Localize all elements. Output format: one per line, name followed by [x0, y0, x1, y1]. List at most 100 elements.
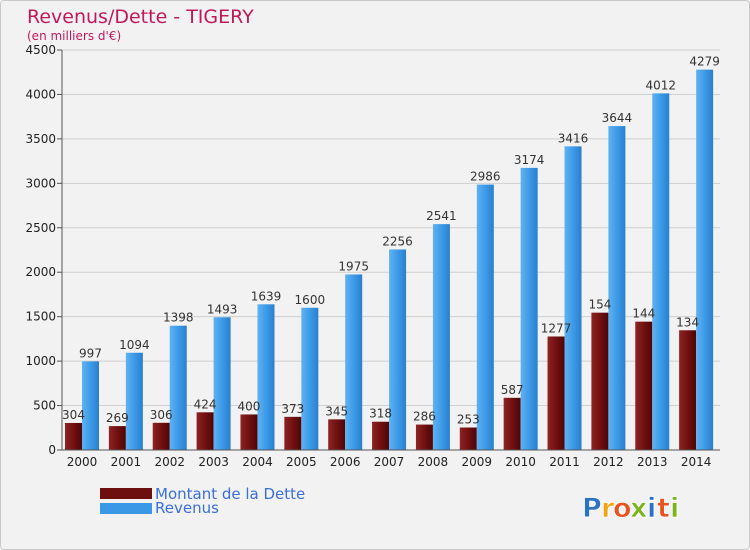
bar-dette-2000 — [65, 422, 82, 450]
bar-dette-2001 — [108, 426, 126, 450]
data-label-revenus-2010: 3174 — [514, 153, 545, 167]
bar-revenus-2008 — [432, 224, 450, 450]
data-label-revenus-2002: 1398 — [163, 311, 194, 325]
bar-dette-2012 — [591, 312, 609, 450]
x-tick-label-2014: 2014 — [681, 455, 712, 469]
y-tick-label: 3000 — [25, 176, 56, 190]
bar-revenus-2010 — [520, 167, 538, 450]
data-label-dette-2007: 318 — [369, 407, 392, 421]
data-label-dette-2013: 144 — [632, 307, 655, 321]
legend-item-revenus: Revenus — [100, 499, 219, 517]
x-tick-label-2009: 2009 — [462, 455, 493, 469]
bar-dette-2002 — [152, 422, 170, 450]
x-tick-label-2002: 2002 — [154, 455, 185, 469]
logo-letter: o — [613, 493, 632, 524]
data-label-revenus-2006: 1975 — [338, 259, 369, 273]
x-tick-label-2005: 2005 — [286, 455, 317, 469]
x-tick-label-2012: 2012 — [593, 455, 624, 469]
data-label-dette-2002: 306 — [150, 408, 173, 422]
legend-swatch-dette — [100, 488, 152, 499]
bar-revenus-2000 — [82, 361, 99, 450]
x-axis: 2000 2001 2002 2003 2004 2005 2006 2007 2008 2009… — [62, 449, 720, 469]
bar-dette-2014 — [679, 330, 697, 450]
bar-revenus-2001 — [125, 352, 143, 450]
data-label-dette-2001: 269 — [106, 411, 129, 425]
y-tick-label: 3500 — [25, 132, 56, 146]
data-label-revenus-2000: 997 — [79, 346, 102, 360]
data-labels: 304 997 269 1094 306 1398 424 1493 400 1639 373 160… — [62, 55, 720, 427]
x-tick-label-2001: 2001 — [111, 455, 142, 469]
x-tick-label-2006: 2006 — [330, 455, 361, 469]
x-tick-label-2004: 2004 — [242, 455, 273, 469]
data-label-revenus-2004: 1639 — [251, 289, 282, 303]
y-tick-label: 0 — [48, 443, 56, 457]
bar-revenus-2014 — [696, 69, 714, 451]
data-label-dette-2014: 134 — [676, 315, 699, 329]
data-label-dette-2008: 286 — [413, 410, 436, 424]
chart-title: Revenus/Dette - TIGERY — [27, 6, 254, 28]
y-tick-label: 2500 — [25, 221, 56, 235]
data-label-dette-2010: 587 — [501, 383, 524, 397]
x-tick-label-2007: 2007 — [374, 455, 405, 469]
x-tick-label-2010: 2010 — [505, 455, 536, 469]
bar-revenus-2004 — [257, 304, 275, 450]
bar-dette-2008 — [415, 424, 433, 450]
bar-dette-2003 — [196, 412, 214, 450]
x-tick-label-2013: 2013 — [637, 455, 668, 469]
y-tick-label: 500 — [33, 399, 56, 413]
data-label-revenus-2008: 2541 — [426, 209, 457, 223]
x-tick-label-2011: 2011 — [549, 455, 580, 469]
data-label-dette-2004: 400 — [238, 399, 261, 413]
logo-letter: t — [657, 493, 670, 524]
data-label-revenus-2005: 1600 — [295, 293, 326, 307]
bar-dette-2006 — [328, 419, 346, 450]
x-tick-label-2008: 2008 — [418, 455, 449, 469]
y-tick-label: 4500 — [25, 43, 56, 57]
bar-dette-2011 — [547, 336, 565, 450]
data-label-revenus-2012: 3644 — [602, 111, 633, 125]
bar-dette-2005 — [284, 416, 302, 450]
data-label-dette-2009: 253 — [457, 413, 480, 427]
legend: Montant de la Dette Revenus — [100, 485, 305, 517]
data-label-revenus-2014: 4279 — [689, 55, 720, 69]
bar-revenus-2002 — [169, 325, 187, 450]
data-label-dette-2003: 424 — [194, 397, 217, 411]
y-tick-label: 1000 — [25, 354, 56, 368]
data-label-dette-2005: 373 — [281, 402, 304, 416]
data-label-revenus-2007: 2256 — [382, 234, 413, 248]
data-label-dette-2012: 154 — [588, 298, 611, 312]
logo-letter: i — [647, 493, 656, 524]
bar-revenus-2007 — [389, 249, 407, 450]
bar-revenus-2013 — [652, 93, 670, 450]
x-tick-label-2003: 2003 — [198, 455, 229, 469]
data-label-revenus-2001: 1094 — [119, 338, 150, 352]
bar-dette-2013 — [635, 321, 653, 450]
logo-letter: r — [601, 493, 615, 524]
bar-revenus-2003 — [213, 317, 231, 450]
y-axis: 0 500 1000 1500 2000 2500 3000 3500 4000 4500 — [25, 43, 63, 457]
bar-revenus-2011 — [564, 146, 582, 450]
legend-swatch-revenus — [100, 503, 152, 514]
bar-revenus-2006 — [345, 274, 363, 450]
data-label-revenus-2013: 4012 — [645, 78, 676, 92]
legend-label-dette: Montant de la Dette — [155, 485, 305, 503]
bar-dette-2010 — [503, 397, 521, 450]
logo-letter: P — [582, 493, 602, 524]
legend-label-revenus: Revenus — [155, 499, 219, 517]
bar-dette-2007 — [372, 421, 390, 450]
chart-subtitle: (en milliers d'€) — [27, 29, 121, 43]
logo-letter: i — [670, 493, 679, 524]
legend-item-dette: Montant de la Dette — [100, 485, 305, 503]
bar-dette-2009 — [459, 427, 477, 450]
bars — [65, 69, 714, 451]
y-tick-label: 4000 — [25, 87, 56, 101]
y-tick-label: 2000 — [25, 265, 56, 279]
logo-letter: x — [630, 493, 647, 524]
data-label-revenus-2011: 3416 — [558, 131, 589, 145]
data-label-revenus-2003: 1493 — [207, 302, 238, 316]
data-label-dette-2000: 304 — [62, 408, 85, 422]
x-tick-label-2000: 2000 — [67, 455, 98, 469]
bar-revenus-2005 — [301, 307, 319, 450]
